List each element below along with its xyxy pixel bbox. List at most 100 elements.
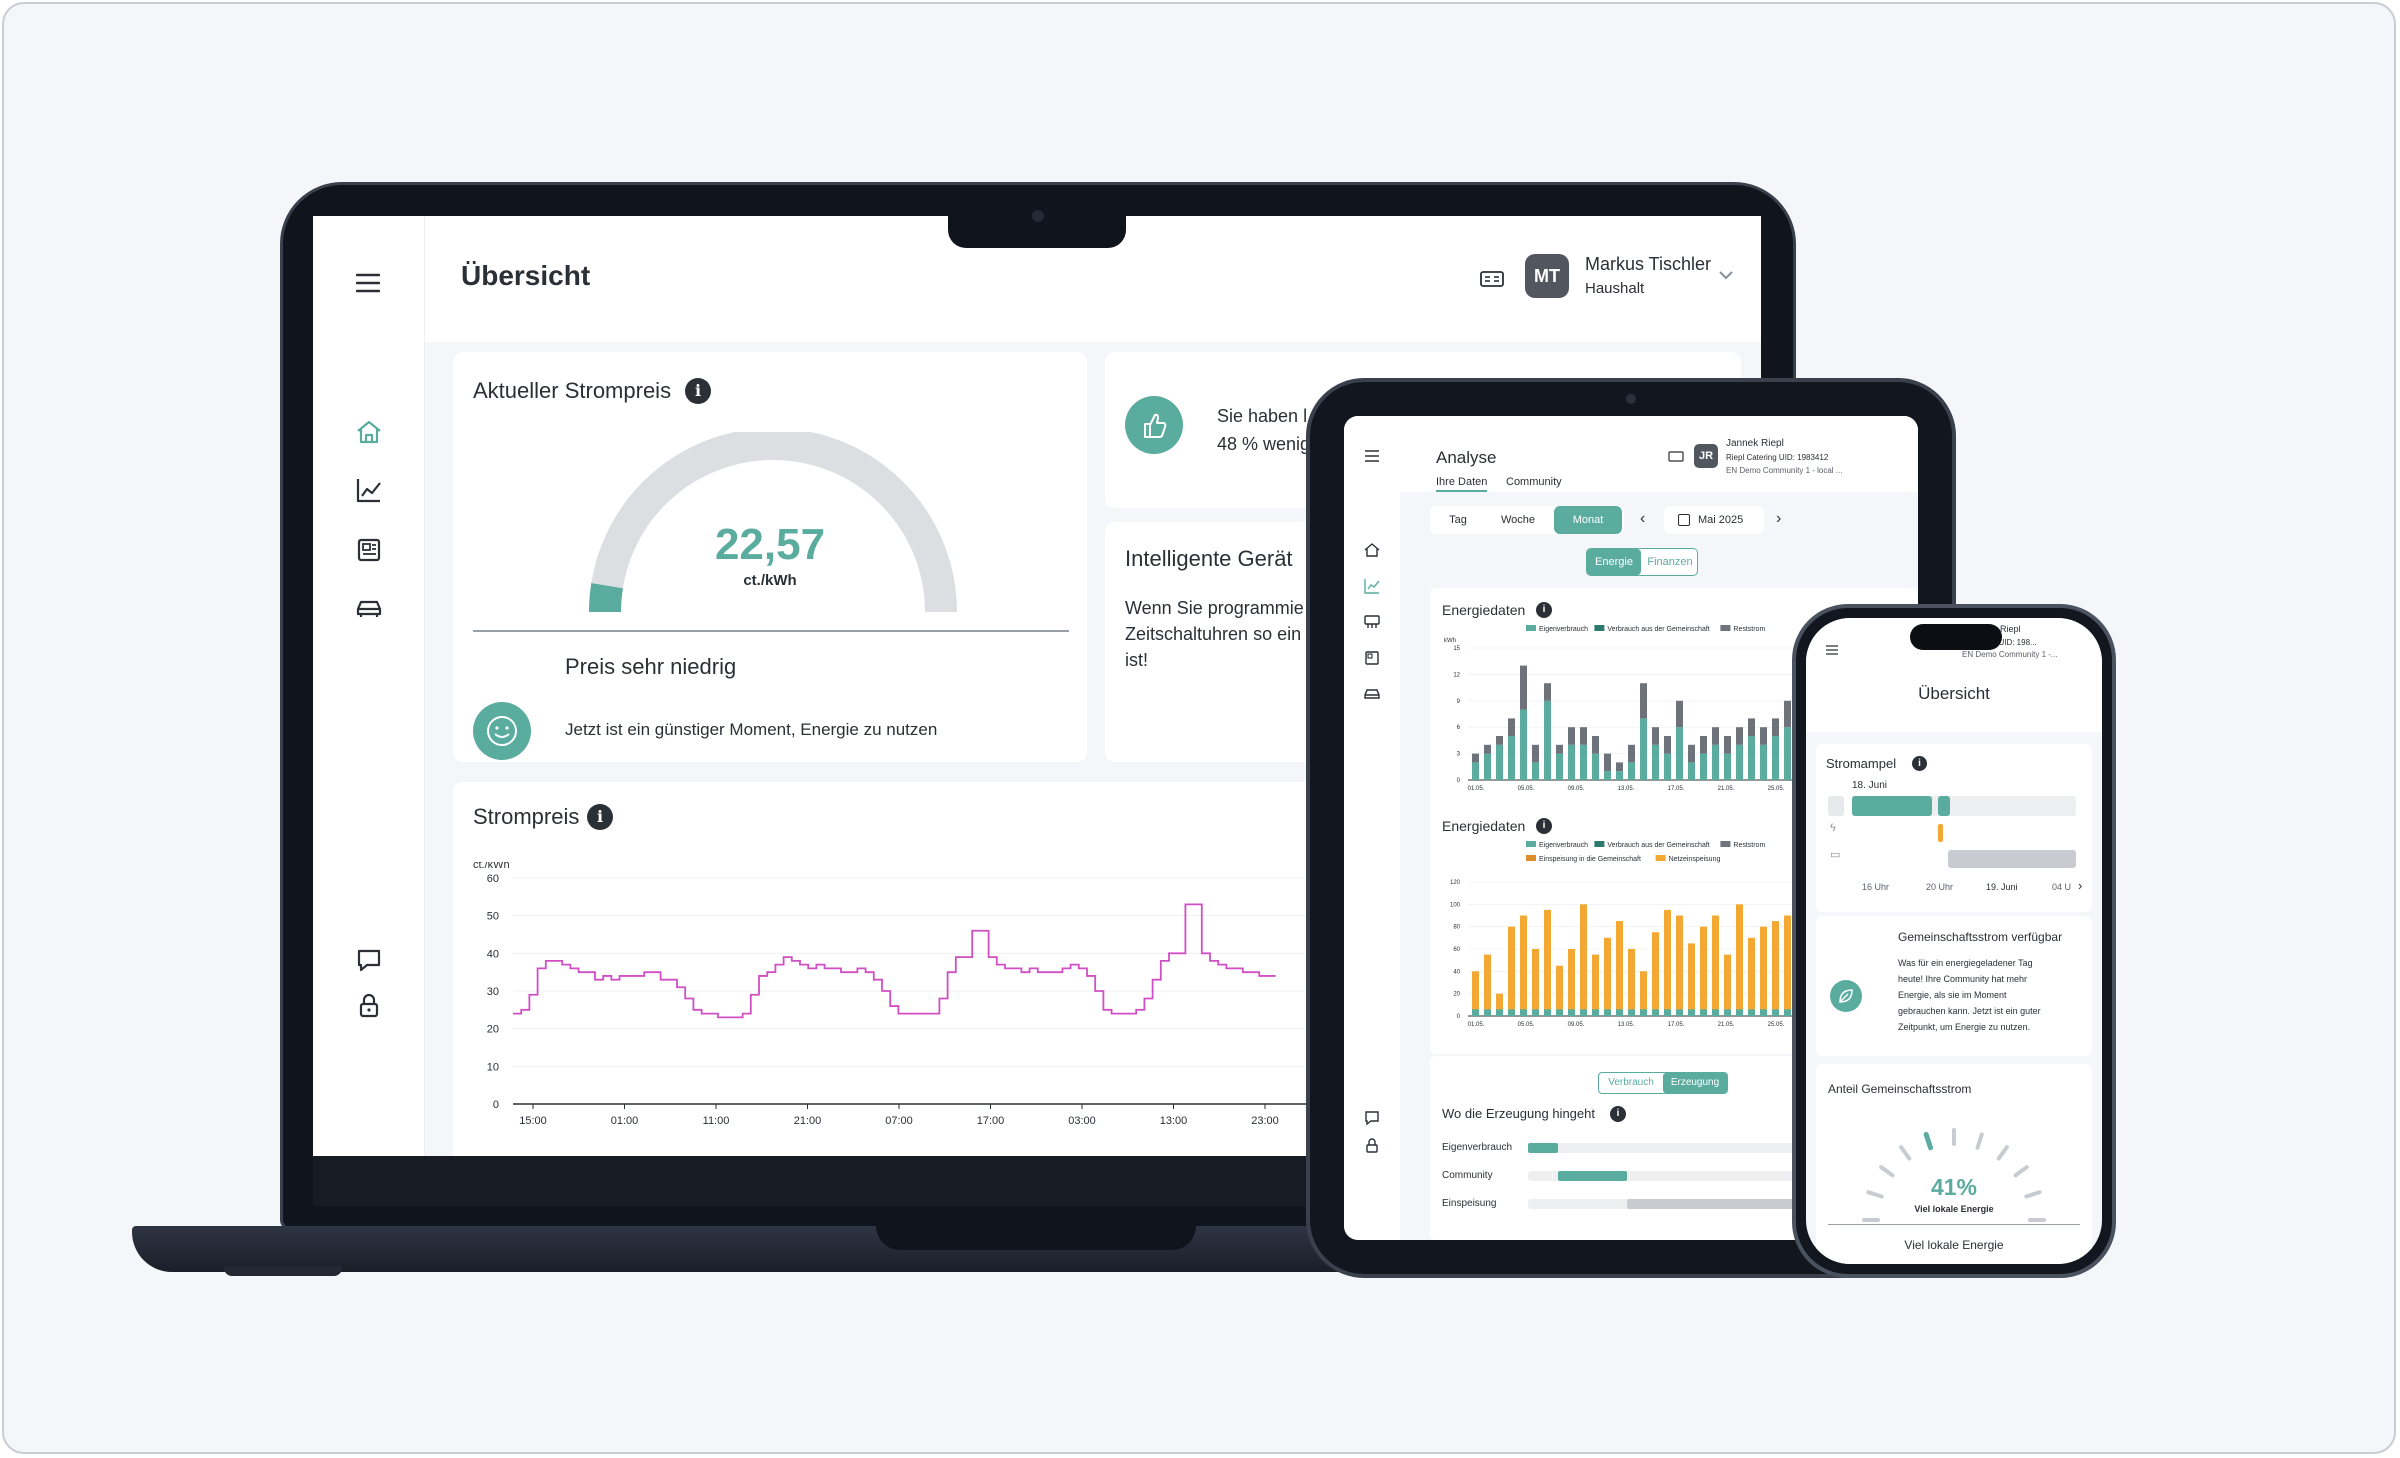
- x-tick-label: 21.05.: [1718, 1022, 1735, 1028]
- bar: [1724, 954, 1731, 1016]
- y-tick-label: 0: [493, 1099, 499, 1111]
- bar: [1484, 753, 1491, 780]
- period-week[interactable]: Woche: [1500, 514, 1536, 526]
- bar: [1772, 921, 1779, 1016]
- price-hint: Jetzt ist ein günstiger Moment, Energie …: [565, 720, 938, 739]
- lock-icon[interactable]: [353, 990, 385, 1022]
- x-tick-label: 25.05.: [1768, 1022, 1785, 1028]
- info-icon[interactable]: i: [1912, 756, 1927, 771]
- usage-production-toggle: Verbrauch Erzeugung: [1598, 1072, 1728, 1094]
- bar: [1568, 727, 1575, 745]
- energy-title-1: Energiedaten: [1442, 602, 1526, 618]
- bar: [1628, 762, 1635, 780]
- production-bar: [1528, 1143, 1559, 1153]
- contract-icon[interactable]: [1668, 448, 1684, 464]
- tablet-header: Analyse Ihre Daten Community JR Jannek R…: [1400, 416, 1918, 492]
- info-icon[interactable]: i: [1536, 818, 1552, 834]
- toggle-finance[interactable]: Finanzen: [1647, 556, 1693, 568]
- car-icon[interactable]: [353, 592, 385, 624]
- date-picker[interactable]: Mai 2025: [1664, 506, 1764, 534]
- menu-icon[interactable]: [1824, 642, 1840, 658]
- chart-icon[interactable]: [1362, 576, 1382, 596]
- bar: [1616, 771, 1623, 780]
- community-icon[interactable]: [1362, 612, 1382, 632]
- bar: [1592, 954, 1599, 1016]
- price-value: 22,57: [714, 520, 826, 569]
- next-icon[interactable]: ›: [2078, 878, 2083, 893]
- thumbs-up-icon: [1125, 396, 1183, 454]
- avatar[interactable]: JR: [1694, 444, 1718, 468]
- production-row-label: Eigenverbrauch: [1442, 1142, 1513, 1153]
- prev-month-icon[interactable]: ‹: [1640, 510, 1646, 527]
- contract-icon[interactable]: [1479, 266, 1505, 292]
- price-status: Preis sehr niedrig: [565, 654, 737, 679]
- info-icon[interactable]: i: [685, 378, 711, 404]
- info-icon[interactable]: i: [587, 804, 613, 830]
- toggle-production[interactable]: Erzeugung: [1663, 1073, 1727, 1093]
- bar: [1748, 1009, 1755, 1016]
- calendar-icon: [1678, 514, 1690, 526]
- period-month[interactable]: Monat: [1554, 506, 1622, 534]
- chevron-down-icon[interactable]: [1717, 266, 1735, 284]
- y-tick-label: 120: [1450, 880, 1461, 886]
- news-icon[interactable]: [353, 534, 385, 566]
- bar: [1736, 727, 1743, 745]
- bar: [1760, 926, 1767, 1016]
- info-icon[interactable]: i: [1610, 1106, 1626, 1122]
- home-icon[interactable]: [1362, 540, 1382, 560]
- next-month-icon[interactable]: ›: [1776, 510, 1782, 527]
- feedback-icon[interactable]: [1362, 1108, 1382, 1128]
- ampel-tick: 20 Uhr: [1926, 882, 1954, 892]
- bar: [1556, 753, 1563, 780]
- lock-icon[interactable]: [1362, 1136, 1382, 1156]
- legend-label: Reststrom: [1733, 626, 1765, 633]
- bar: [1616, 762, 1623, 772]
- home-icon[interactable]: [353, 416, 385, 448]
- tab-community[interactable]: Community: [1506, 476, 1562, 488]
- bar: [1664, 909, 1671, 1016]
- x-tick-label: 17:00: [977, 1115, 1005, 1127]
- menu-icon[interactable]: [351, 266, 385, 300]
- car-icon[interactable]: [1362, 684, 1382, 704]
- y-tick-label: 80: [1453, 925, 1460, 931]
- bar: [1616, 1009, 1623, 1016]
- bar: [1652, 744, 1659, 780]
- info-icon[interactable]: i: [1536, 602, 1552, 618]
- y-tick-label: 40: [1453, 969, 1460, 975]
- legend-swatch: [1594, 841, 1605, 847]
- savings-line-1: Sie haben l: [1217, 406, 1308, 426]
- ampel-card: Stromampel i 18. Juni ϟ ▭ 16 Uhr 20 Uhr …: [1816, 744, 2092, 912]
- bar: [1472, 971, 1479, 1016]
- chart-icon[interactable]: [353, 474, 385, 506]
- tab-ihre-daten[interactable]: Ihre Daten: [1436, 476, 1488, 492]
- bar: [1604, 753, 1611, 772]
- bar: [1520, 665, 1527, 710]
- production-track: [1528, 1199, 1908, 1209]
- bar: [1556, 1009, 1563, 1016]
- smart-devices-title: Intelligente Gerät: [1125, 546, 1293, 571]
- bar: [1760, 744, 1767, 780]
- bar: [1628, 1009, 1635, 1016]
- menu-icon[interactable]: [1362, 446, 1382, 466]
- bar: [1688, 1009, 1695, 1016]
- news-icon[interactable]: [1362, 648, 1382, 668]
- y-tick-label: 0: [1457, 1014, 1461, 1020]
- bar: [1712, 727, 1719, 745]
- bar: [1760, 1009, 1767, 1016]
- bar: [1664, 736, 1671, 754]
- bar: [1616, 921, 1623, 1016]
- bar: [1472, 762, 1479, 780]
- bar: [1748, 937, 1755, 1016]
- feedback-icon[interactable]: [353, 944, 385, 976]
- period-day[interactable]: Tag: [1449, 514, 1467, 526]
- avatar[interactable]: MT: [1525, 254, 1569, 298]
- share-card: Anteil Gemeinschaftsstrom 41% Viel lokal…: [1816, 1064, 2092, 1264]
- tablet-user-name: Jannek Riepl: [1726, 438, 1784, 449]
- bar: [1556, 965, 1563, 1016]
- toggle-energy[interactable]: Energie: [1587, 549, 1641, 575]
- bar: [1580, 904, 1587, 1016]
- x-tick-label: 09.05.: [1568, 786, 1585, 792]
- x-tick-label: 01:00: [611, 1115, 639, 1127]
- bar: [1700, 926, 1707, 1016]
- toggle-usage[interactable]: Verbrauch: [1608, 1077, 1654, 1088]
